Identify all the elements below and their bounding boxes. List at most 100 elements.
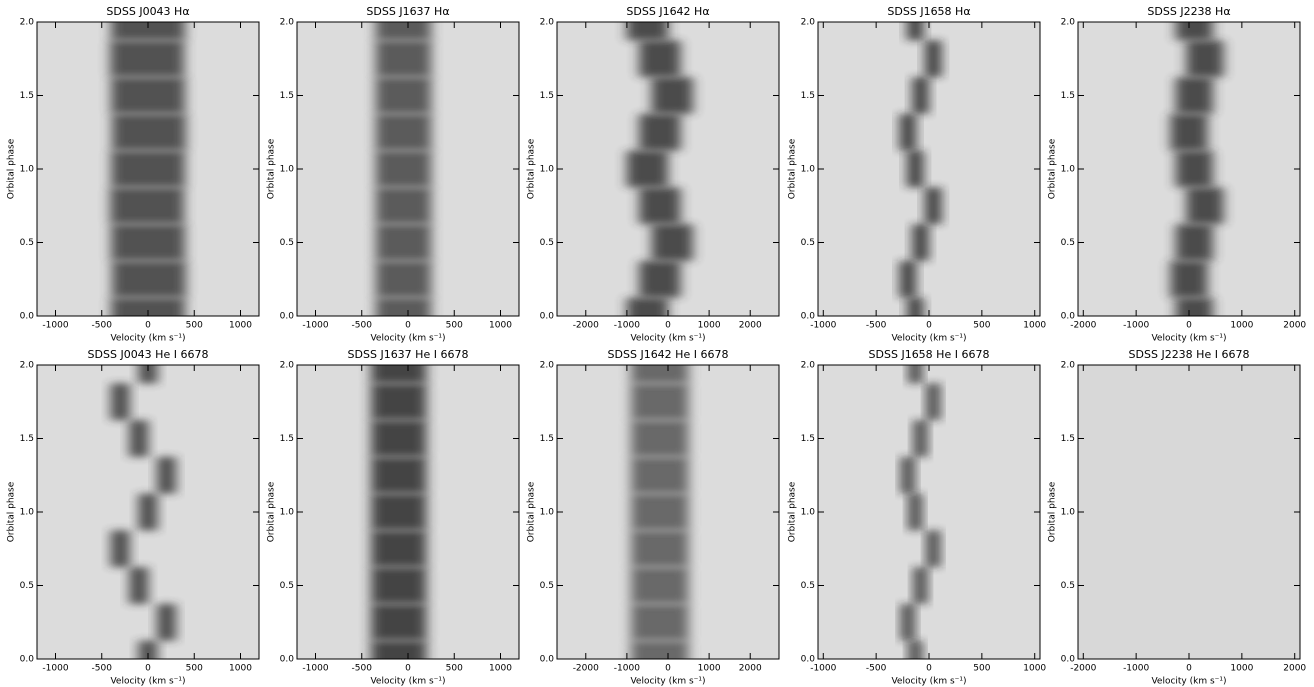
x-tick-label: 500 xyxy=(446,664,463,674)
y-tick-label: 0.0 xyxy=(280,655,295,665)
trail-segment xyxy=(111,150,185,188)
x-tick-label: 1000 xyxy=(489,664,512,674)
x-tick-label: 1000 xyxy=(698,321,721,331)
y-tick-label: 1.0 xyxy=(801,508,816,518)
trail-segment xyxy=(371,530,427,568)
x-tick-label: 1000 xyxy=(1230,321,1253,331)
trail-segment xyxy=(901,456,915,494)
panel: SDSS J1637 He I 6678 Velocity (km s⁻¹) Orb… xyxy=(267,348,520,687)
y-tick-label: 0.0 xyxy=(540,312,555,322)
y-tick-label: 0.5 xyxy=(801,581,815,591)
x-tick-label: -1000 xyxy=(302,664,328,674)
trail xyxy=(371,365,427,659)
x-tick-label: -2000 xyxy=(573,321,599,331)
panel: SDSS J0043 Hα Velocity (km s⁻¹) Orbital ph… xyxy=(7,5,260,344)
panel-title: SDSS J0043 Hα xyxy=(106,5,189,18)
trail-segment xyxy=(1175,297,1213,316)
x-axis-label: Velocity (km s⁻¹) xyxy=(891,334,966,344)
trail-segment xyxy=(1175,22,1213,41)
trail-segment xyxy=(914,567,927,604)
panel-title: SDSS J1658 He I 6678 xyxy=(869,348,990,361)
trail-segment xyxy=(912,224,929,261)
x-tick-label: 2000 xyxy=(739,321,762,331)
y-tick-label: 0.5 xyxy=(540,238,554,248)
trail-segment xyxy=(111,260,186,298)
x-tick-label: -1000 xyxy=(302,321,328,331)
trail-segment xyxy=(651,77,693,114)
trail-segment xyxy=(138,365,158,384)
panel: SDSS J1642 Hα Velocity (km s⁻¹) Orbital ph… xyxy=(527,5,780,344)
x-tick-label: 2000 xyxy=(1283,321,1306,331)
y-tick-label: 2.0 xyxy=(280,361,295,371)
x-tick-label: -500 xyxy=(866,321,887,331)
trail-segment xyxy=(375,187,432,225)
y-tick-label: 0.5 xyxy=(280,581,294,591)
x-tick-label: 1000 xyxy=(229,321,252,331)
y-tick-label: 1.0 xyxy=(1061,165,1076,175)
y-tick-label: 0.0 xyxy=(20,312,35,322)
y-tick-label: 1.5 xyxy=(20,434,34,444)
x-tick-label: -2000 xyxy=(1070,321,1096,331)
trail-segment xyxy=(111,383,130,421)
trail-segment xyxy=(1186,187,1224,225)
trail-segment xyxy=(626,22,668,41)
y-tick-label: 0.5 xyxy=(20,581,34,591)
trail-segment xyxy=(371,365,427,384)
y-tick-label: 0.5 xyxy=(540,581,554,591)
x-tick-label: -500 xyxy=(92,664,113,674)
x-tick-label: -1000 xyxy=(614,664,640,674)
trail xyxy=(901,365,940,659)
trail-segment xyxy=(907,22,924,41)
trail-segment xyxy=(1175,77,1213,114)
x-tick-label: -1000 xyxy=(1123,664,1149,674)
trail-segment xyxy=(631,456,689,494)
y-tick-label: 0.5 xyxy=(1061,581,1075,591)
x-tick-label: 2000 xyxy=(1283,664,1306,674)
trail-segment xyxy=(371,603,427,641)
x-axis-label: Velocity (km s⁻¹) xyxy=(110,334,185,344)
trail-segment xyxy=(926,530,940,568)
panel-title: SDSS J1637 He I 6678 xyxy=(348,348,469,361)
x-axis-label: Velocity (km s⁻¹) xyxy=(891,677,966,687)
y-axis-label: Orbital phase xyxy=(788,138,798,199)
panel-title: SDSS J1658 Hα xyxy=(887,5,970,18)
trail-segment xyxy=(901,603,915,641)
trail-segment xyxy=(631,567,689,604)
x-tick-label: 1000 xyxy=(489,321,512,331)
y-axis-label: Orbital phase xyxy=(7,481,17,542)
trail-segment xyxy=(371,493,427,531)
y-tick-label: 1.5 xyxy=(280,91,294,101)
trail-segment xyxy=(111,77,185,114)
x-tick-label: -1000 xyxy=(42,664,68,674)
x-tick-label: -1000 xyxy=(1123,321,1149,331)
trail-segment xyxy=(1175,150,1213,188)
x-tick-label: -500 xyxy=(92,321,113,331)
trail-segment xyxy=(639,187,681,225)
y-tick-label: 2.0 xyxy=(20,361,35,371)
trail-segment xyxy=(138,493,158,531)
panel-title: SDSS J1642 He I 6678 xyxy=(608,348,729,361)
x-tick-label: 0 xyxy=(1186,321,1192,331)
y-axis-label: Orbital phase xyxy=(267,481,277,542)
trail-segment xyxy=(157,456,176,494)
trail xyxy=(375,22,432,316)
trail-segment xyxy=(129,420,148,457)
x-axis-label: Velocity (km s⁻¹) xyxy=(370,677,445,687)
trail-segment xyxy=(129,567,148,604)
y-tick-label: 1.0 xyxy=(20,508,35,518)
y-axis-label: Orbital phase xyxy=(267,138,277,199)
y-tick-label: 2.0 xyxy=(280,18,295,28)
x-tick-label: -500 xyxy=(352,664,373,674)
x-tick-label: -1000 xyxy=(810,321,836,331)
trail-segment xyxy=(639,260,681,298)
y-tick-label: 0.0 xyxy=(20,655,35,665)
y-tick-label: 1.5 xyxy=(280,434,294,444)
y-tick-label: 2.0 xyxy=(540,18,555,28)
panel: SDSS J1658 Hα Velocity (km s⁻¹) Orbital ph… xyxy=(788,5,1047,344)
x-axis-label: Velocity (km s⁻¹) xyxy=(110,677,185,687)
y-tick-label: 0.0 xyxy=(801,312,816,322)
y-tick-label: 0.0 xyxy=(801,655,816,665)
trail-segment xyxy=(1186,40,1224,78)
y-axis-label: Orbital phase xyxy=(527,138,537,199)
y-tick-label: 1.5 xyxy=(801,91,815,101)
